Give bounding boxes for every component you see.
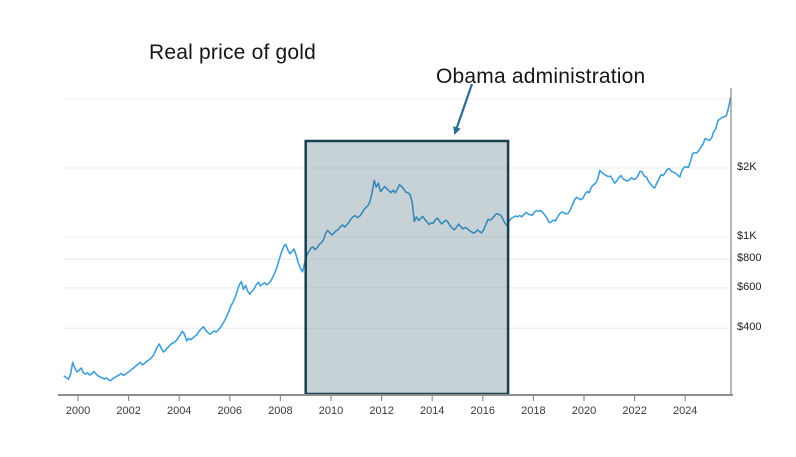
x-tick-label-2002: 2002: [116, 405, 140, 417]
y-tick-label-2000: $2K: [737, 161, 757, 173]
x-tick-label-2022: 2022: [622, 405, 646, 417]
y-tick-label-1000: $1K: [737, 230, 757, 242]
x-tick-label-2018: 2018: [521, 405, 545, 417]
x-tick-label-2010: 2010: [319, 405, 343, 417]
x-tick-label-2006: 2006: [218, 405, 242, 417]
x-tick-label-2004: 2004: [167, 405, 191, 417]
y-tick-label-800: $800: [737, 252, 761, 264]
y-tick-label-400: $400: [737, 321, 761, 333]
obama-admin-highlight-box: [304, 139, 510, 396]
annotation-arrow: [453, 83, 474, 135]
x-tick-label-2012: 2012: [369, 405, 393, 417]
gold-price-line: [63, 97, 732, 382]
x-tick-label-2008: 2008: [268, 405, 292, 417]
x-tick-label-2000: 2000: [66, 405, 90, 417]
x-tick-label-2024: 2024: [673, 405, 697, 417]
chart-title: Real price of gold: [149, 41, 317, 64]
obama-administration-label: Obama administration: [436, 65, 646, 88]
x-tick-label-2016: 2016: [471, 405, 495, 417]
x-tick-label-2014: 2014: [420, 405, 444, 417]
y-tick-label-600: $600: [737, 281, 761, 293]
x-tick-label-2020: 2020: [572, 405, 596, 417]
